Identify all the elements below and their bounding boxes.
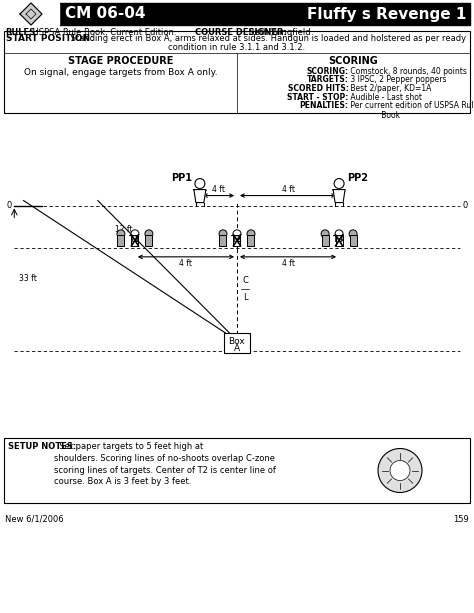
Text: STAGE PROCEDURE: STAGE PROCEDURE bbox=[68, 56, 173, 66]
Circle shape bbox=[334, 178, 344, 189]
Text: L: L bbox=[243, 293, 247, 302]
Circle shape bbox=[219, 230, 227, 238]
Text: 4 ft: 4 ft bbox=[282, 185, 294, 194]
Text: START POSITION:: START POSITION: bbox=[6, 34, 94, 43]
Bar bbox=[247, 235, 255, 246]
Polygon shape bbox=[333, 189, 345, 202]
Text: Best 2/paper, KD=1A: Best 2/paper, KD=1A bbox=[348, 84, 432, 93]
Bar bbox=[59, 3, 470, 25]
Bar bbox=[146, 235, 153, 246]
Bar bbox=[4, 3, 59, 25]
Text: SCORING:: SCORING: bbox=[306, 67, 348, 76]
Text: SETUP NOTES:: SETUP NOTES: bbox=[8, 442, 76, 451]
Text: TARGETS:: TARGETS: bbox=[307, 75, 348, 85]
Text: SCORED HITS:: SCORED HITS: bbox=[288, 84, 348, 93]
Circle shape bbox=[390, 460, 410, 481]
Bar bbox=[118, 235, 124, 246]
Text: PENALTIES:: PENALTIES: bbox=[300, 101, 348, 110]
Text: 12 ft: 12 ft bbox=[115, 226, 133, 234]
Bar bbox=[336, 235, 343, 246]
Bar bbox=[350, 235, 356, 246]
Polygon shape bbox=[20, 3, 42, 25]
Circle shape bbox=[195, 178, 205, 189]
Text: Box: Box bbox=[228, 337, 246, 346]
Text: C: C bbox=[242, 276, 248, 285]
Bar bbox=[321, 235, 328, 246]
Text: Set paper targets to 5 feet high at
shoulders. Scoring lines of no-shoots overla: Set paper targets to 5 feet high at shou… bbox=[54, 442, 276, 486]
Text: Fluffy s Revenge 1: Fluffy s Revenge 1 bbox=[307, 7, 466, 21]
Text: T2: T2 bbox=[231, 235, 243, 245]
Text: Standing erect in Box A, arms relaxed at sides. Handgun is loaded and holstered : Standing erect in Box A, arms relaxed at… bbox=[68, 34, 466, 43]
Circle shape bbox=[233, 230, 241, 238]
Text: 4 ft: 4 ft bbox=[212, 185, 225, 194]
Text: USPSA Rule Book, Current Edition.: USPSA Rule Book, Current Edition. bbox=[30, 28, 176, 37]
Text: Beth Wingfield: Beth Wingfield bbox=[246, 28, 310, 37]
Text: A: A bbox=[234, 344, 240, 353]
Text: CM 06-04: CM 06-04 bbox=[65, 7, 146, 21]
Text: T1: T1 bbox=[129, 235, 141, 245]
Text: Per current edition of USPSA Rule
              Book: Per current edition of USPSA Rule Book bbox=[348, 101, 474, 120]
Circle shape bbox=[145, 230, 153, 238]
Text: START - STOP:: START - STOP: bbox=[287, 93, 348, 102]
Bar bbox=[131, 235, 138, 246]
Text: Audible - Last shot: Audible - Last shot bbox=[348, 93, 422, 102]
Text: 159: 159 bbox=[453, 515, 469, 524]
Circle shape bbox=[321, 230, 329, 238]
Bar bbox=[4, 438, 470, 503]
Circle shape bbox=[131, 230, 139, 238]
Text: PP2: PP2 bbox=[347, 173, 368, 183]
Circle shape bbox=[247, 230, 255, 238]
Bar bbox=[219, 235, 227, 246]
Text: New 6/1/2006: New 6/1/2006 bbox=[5, 515, 64, 524]
Text: RULES:: RULES: bbox=[5, 28, 38, 37]
Text: COURSE DESIGNER:: COURSE DESIGNER: bbox=[195, 28, 287, 37]
Circle shape bbox=[117, 230, 125, 238]
Bar bbox=[4, 31, 470, 113]
Circle shape bbox=[349, 230, 357, 238]
Text: On signal, engage targets from Box A only.: On signal, engage targets from Box A onl… bbox=[24, 68, 217, 77]
Text: 0: 0 bbox=[6, 201, 11, 210]
Text: T3: T3 bbox=[333, 235, 345, 245]
Bar bbox=[224, 332, 250, 352]
Text: 4 ft: 4 ft bbox=[180, 259, 192, 268]
Text: PP1: PP1 bbox=[171, 173, 192, 183]
Text: 4 ft: 4 ft bbox=[282, 259, 294, 268]
Text: 33 ft: 33 ft bbox=[19, 273, 37, 283]
Text: 0: 0 bbox=[463, 201, 468, 210]
Circle shape bbox=[335, 230, 343, 238]
Text: 3 IPSC, 2 Pepper poppers: 3 IPSC, 2 Pepper poppers bbox=[348, 75, 447, 85]
Polygon shape bbox=[194, 189, 206, 202]
Bar bbox=[234, 235, 240, 246]
Text: SCORING: SCORING bbox=[328, 56, 378, 66]
Circle shape bbox=[378, 449, 422, 492]
Text: Comstock, 8 rounds, 40 points: Comstock, 8 rounds, 40 points bbox=[348, 67, 467, 76]
Text: condition in rule 3.1.1 and 3.1.2.: condition in rule 3.1.1 and 3.1.2. bbox=[168, 43, 306, 52]
